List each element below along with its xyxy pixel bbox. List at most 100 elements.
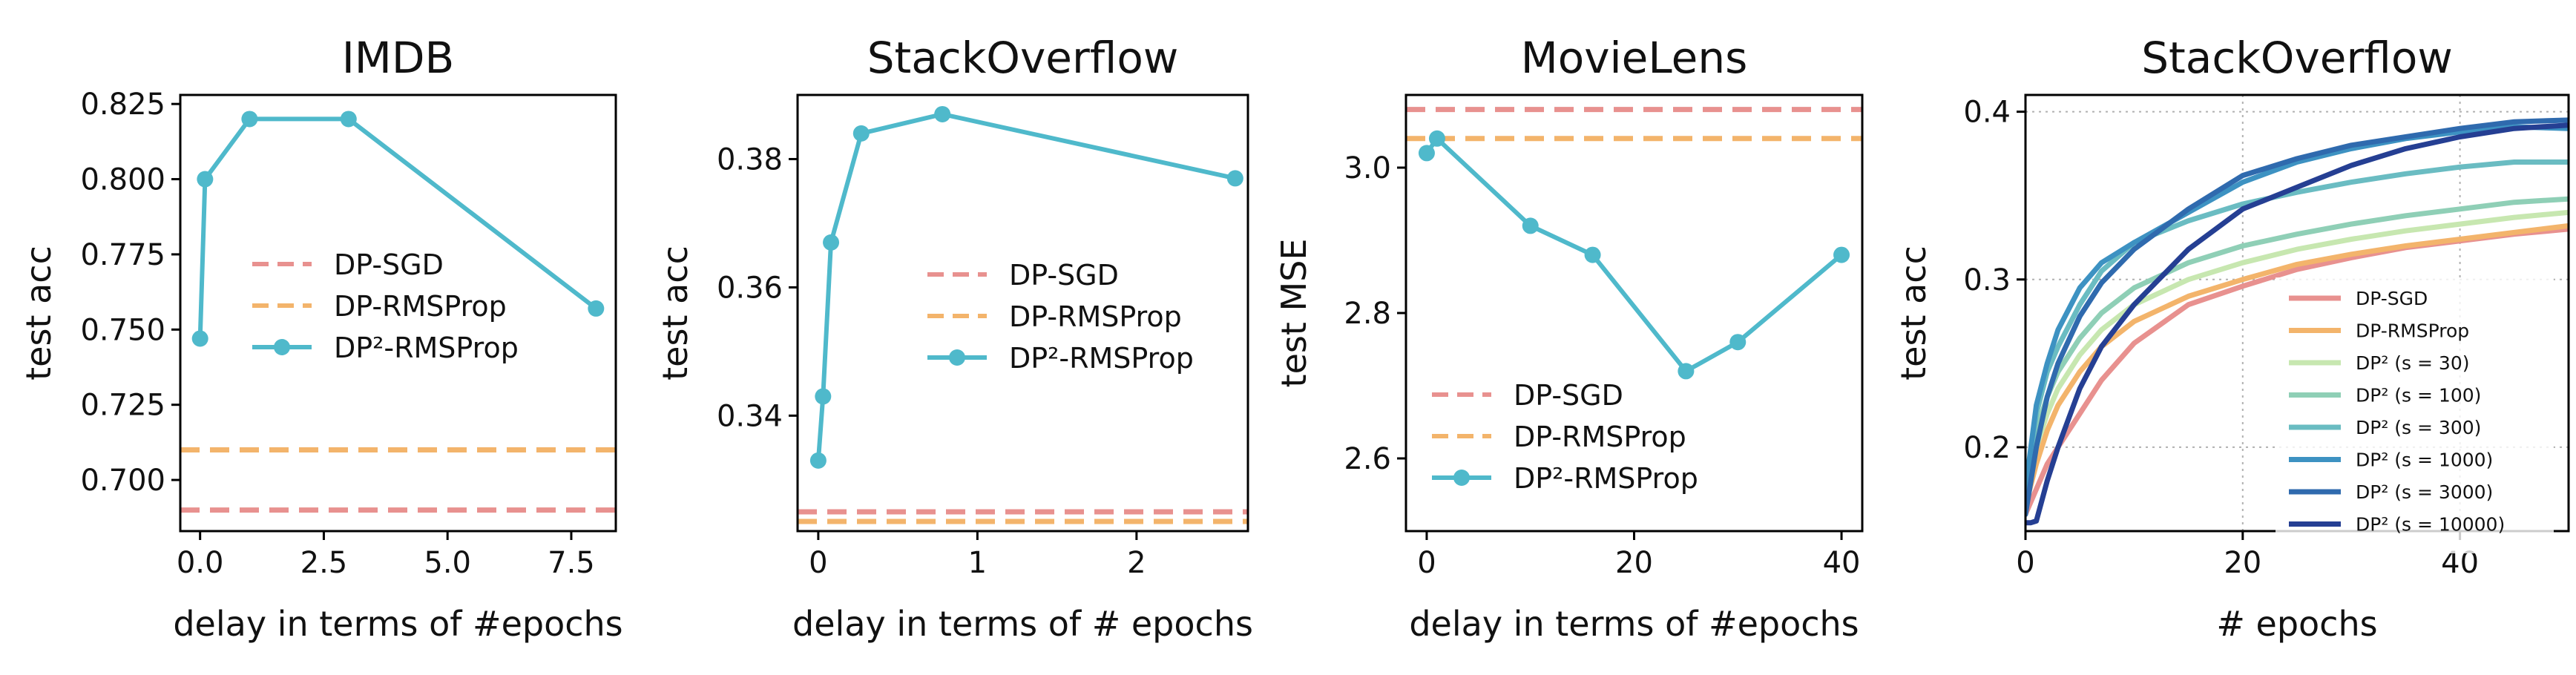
legend-label: DP-SGD xyxy=(2356,288,2428,309)
data-point xyxy=(823,234,840,251)
legend-label: DP² (s = 100) xyxy=(2356,385,2481,406)
data-point xyxy=(191,330,208,347)
data-point xyxy=(588,300,605,317)
legend-marker xyxy=(1453,470,1470,486)
chart-title: MovieLens xyxy=(1521,33,1748,83)
data-point xyxy=(852,125,870,142)
plot-frame xyxy=(796,93,1249,533)
data-point xyxy=(241,111,258,128)
x-tick-label: 0 xyxy=(809,546,827,580)
y-tick-label: 0.38 xyxy=(717,142,783,177)
data-point xyxy=(1678,363,1695,380)
x-tick-label: 7.5 xyxy=(548,546,595,580)
y-tick-label: 0.36 xyxy=(717,271,783,305)
series-line-6 xyxy=(2025,117,2569,517)
y-tick-label: 0.725 xyxy=(80,389,165,423)
data-point xyxy=(197,171,214,188)
x-tick-label: 20 xyxy=(1615,546,1653,580)
legend-label: DP-RMSProp xyxy=(2356,320,2469,342)
x-axis-label: delay in terms of #epochs xyxy=(173,604,622,644)
data-point xyxy=(1584,246,1601,263)
data-point xyxy=(1522,217,1539,234)
chart-panel-1: 0.0 2.5 5.0 7.5 0.700 0.725 0.750 0.775 0.800 0.8… xyxy=(19,33,623,644)
legend-label: DP² (s = 1000) xyxy=(2356,450,2493,471)
data-point xyxy=(1833,246,1850,263)
series-line-5 xyxy=(2025,124,2569,492)
data-point xyxy=(340,111,357,128)
y-tick-label: 0.825 xyxy=(80,88,165,122)
y-axis-label: test acc xyxy=(1893,246,1933,381)
x-tick-label: 0 xyxy=(2016,546,2034,580)
chart-title: StackOverflow xyxy=(2141,33,2453,83)
x-tick-label: 0 xyxy=(1417,546,1436,580)
y-tick-label: 0.775 xyxy=(80,238,165,272)
legend: DP-SGD DP-RMSProp DP²-RMSProp xyxy=(1432,379,1698,495)
y-tick-label: 0.800 xyxy=(80,163,165,197)
x-tick-label: 1 xyxy=(968,546,987,580)
legend-label: DP²-RMSProp xyxy=(1009,342,1194,375)
legend-label: DP² (s = 30) xyxy=(2356,352,2469,374)
x-tick-label: 0.0 xyxy=(177,546,224,580)
x-axis-label: delay in terms of # epochs xyxy=(792,604,1253,644)
chart-panel-2: 0 1 2 0.34 0.36 0.38 StackOverflow delay in ter… xyxy=(655,33,1253,644)
legend-label: DP-RMSProp xyxy=(1514,421,1686,453)
x-axis-label: delay in terms of #epochs xyxy=(1409,604,1859,644)
series-line-4 xyxy=(2025,159,2569,501)
plot-frame xyxy=(179,93,617,533)
legend-marker xyxy=(274,339,290,355)
x-tick-label: 2.5 xyxy=(300,546,348,580)
legend-label: DP² (s = 3000) xyxy=(2356,481,2493,503)
y-tick-label: 2.6 xyxy=(1344,442,1391,476)
series-line-2 xyxy=(2025,209,2569,501)
data-point xyxy=(1418,145,1435,162)
legend-box xyxy=(2276,277,2554,553)
data-point xyxy=(809,452,827,469)
legend-label: DP² (s = 10000) xyxy=(2356,514,2505,536)
data-point xyxy=(1226,170,1243,187)
y-tick-label: 0.3 xyxy=(1963,263,2011,297)
legend: DP-SGD DP-RMSProp DP² (s = 30) DP² (s = 100… xyxy=(2276,277,2554,553)
chart-panel-3: 0 20 40 2.6 2.8 3.0 MovieLens delay in terms of… xyxy=(1274,33,1864,644)
data-point xyxy=(1729,334,1747,351)
y-axis-label: test acc xyxy=(655,246,695,381)
legend-label: DP² (s = 300) xyxy=(2356,417,2481,438)
legend-label: DP-SGD xyxy=(334,248,444,281)
y-tick-label: 2.8 xyxy=(1344,297,1391,331)
y-tick-label: 0.700 xyxy=(80,464,165,498)
legend: DP-SGD DP-RMSProp DP²-RMSProp xyxy=(927,259,1194,375)
legend-label: DP-SGD xyxy=(1514,379,1623,412)
x-tick-label: 40 xyxy=(1823,546,1861,580)
y-axis-label: test MSE xyxy=(1274,239,1314,388)
legend-label: DP-RMSProp xyxy=(1009,300,1182,333)
chart-title: StackOverflow xyxy=(867,33,1179,83)
series-line-0 xyxy=(1425,136,1844,374)
legend: DP-SGD DP-RMSProp DP²-RMSProp xyxy=(252,248,519,364)
legend-label: DP²-RMSProp xyxy=(334,332,519,364)
y-tick-label: 0.2 xyxy=(1963,431,2011,465)
data-point xyxy=(815,388,832,405)
plot-area xyxy=(798,111,1248,524)
legend-label: DP-RMSProp xyxy=(334,290,507,323)
y-tick-label: 0.4 xyxy=(1963,96,2011,130)
series-line-0 xyxy=(815,111,1238,463)
plot-area xyxy=(2025,117,2569,526)
y-tick-label: 3.0 xyxy=(1344,151,1391,185)
data-point xyxy=(934,105,951,122)
chart-title: IMDB xyxy=(342,33,455,83)
y-tick-label: 0.34 xyxy=(717,399,783,433)
data-point xyxy=(1428,130,1445,147)
series-line-1 xyxy=(2025,223,2569,509)
x-axis-label: # epochs xyxy=(2216,604,2377,644)
x-tick-label: 2 xyxy=(1127,546,1146,580)
plot-area xyxy=(1406,107,1862,374)
legend-label: DP-SGD xyxy=(1009,259,1119,292)
y-tick-label: 0.750 xyxy=(80,313,165,347)
series-line-7 xyxy=(2025,122,2569,526)
legend-marker xyxy=(949,349,965,366)
legend-label: DP²-RMSProp xyxy=(1514,462,1698,495)
y-axis-label: test acc xyxy=(19,246,59,381)
x-tick-label: 20 xyxy=(2224,546,2261,580)
x-tick-label: 5.0 xyxy=(424,546,471,580)
